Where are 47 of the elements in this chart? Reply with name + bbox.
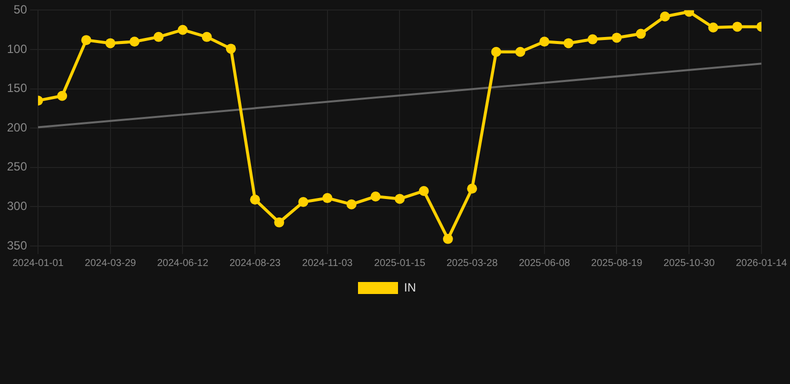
x-tick-label: 2024-01-01	[12, 258, 64, 269]
point	[57, 90, 68, 101]
x-tick-label: 2025-10-30	[664, 258, 716, 269]
x-tick-label: 2024-06-12	[157, 258, 209, 269]
point	[322, 193, 332, 204]
point	[154, 32, 164, 42]
x-tick-label: 2025-01-15	[374, 258, 426, 269]
point	[274, 217, 284, 228]
point	[539, 36, 550, 47]
y-tick-label: 300	[6, 199, 28, 214]
point	[491, 46, 502, 57]
x-tick-label: 2024-08-23	[229, 258, 282, 269]
point	[467, 184, 478, 194]
point	[636, 28, 646, 39]
point	[418, 186, 429, 196]
point	[612, 32, 622, 43]
x-tick-label: 2025-08-19	[591, 258, 643, 269]
point	[370, 191, 381, 202]
point	[105, 38, 116, 48]
x-tick-label: 2024-03-29	[84, 258, 136, 269]
point	[564, 38, 574, 48]
point	[732, 22, 742, 32]
y-tick-label: 250	[6, 160, 28, 174]
point	[298, 196, 308, 207]
point	[129, 36, 140, 47]
point	[250, 194, 260, 205]
legend-label: IN	[404, 280, 416, 294]
y-tick-label: 200	[6, 120, 28, 134]
point	[394, 194, 405, 204]
y-tick-label: 100	[6, 42, 28, 56]
point	[515, 46, 526, 57]
y-tick-label: 50	[14, 2, 28, 17]
point	[660, 11, 670, 22]
point	[81, 35, 92, 46]
x-tick-label: 2025-03-28	[446, 258, 498, 269]
y-tick-label: 350	[6, 238, 28, 252]
y-tick-label: 150	[6, 81, 28, 96]
x-tick-label: 2026-01-14	[736, 258, 788, 269]
point	[588, 34, 598, 44]
point	[442, 234, 453, 244]
point	[178, 24, 188, 35]
point	[708, 22, 718, 32]
point	[202, 32, 212, 42]
point	[346, 199, 356, 210]
point	[226, 44, 236, 54]
x-tick-label: 2024-11-03	[302, 258, 354, 269]
x-tick-label: 2025-06-08	[518, 258, 570, 269]
